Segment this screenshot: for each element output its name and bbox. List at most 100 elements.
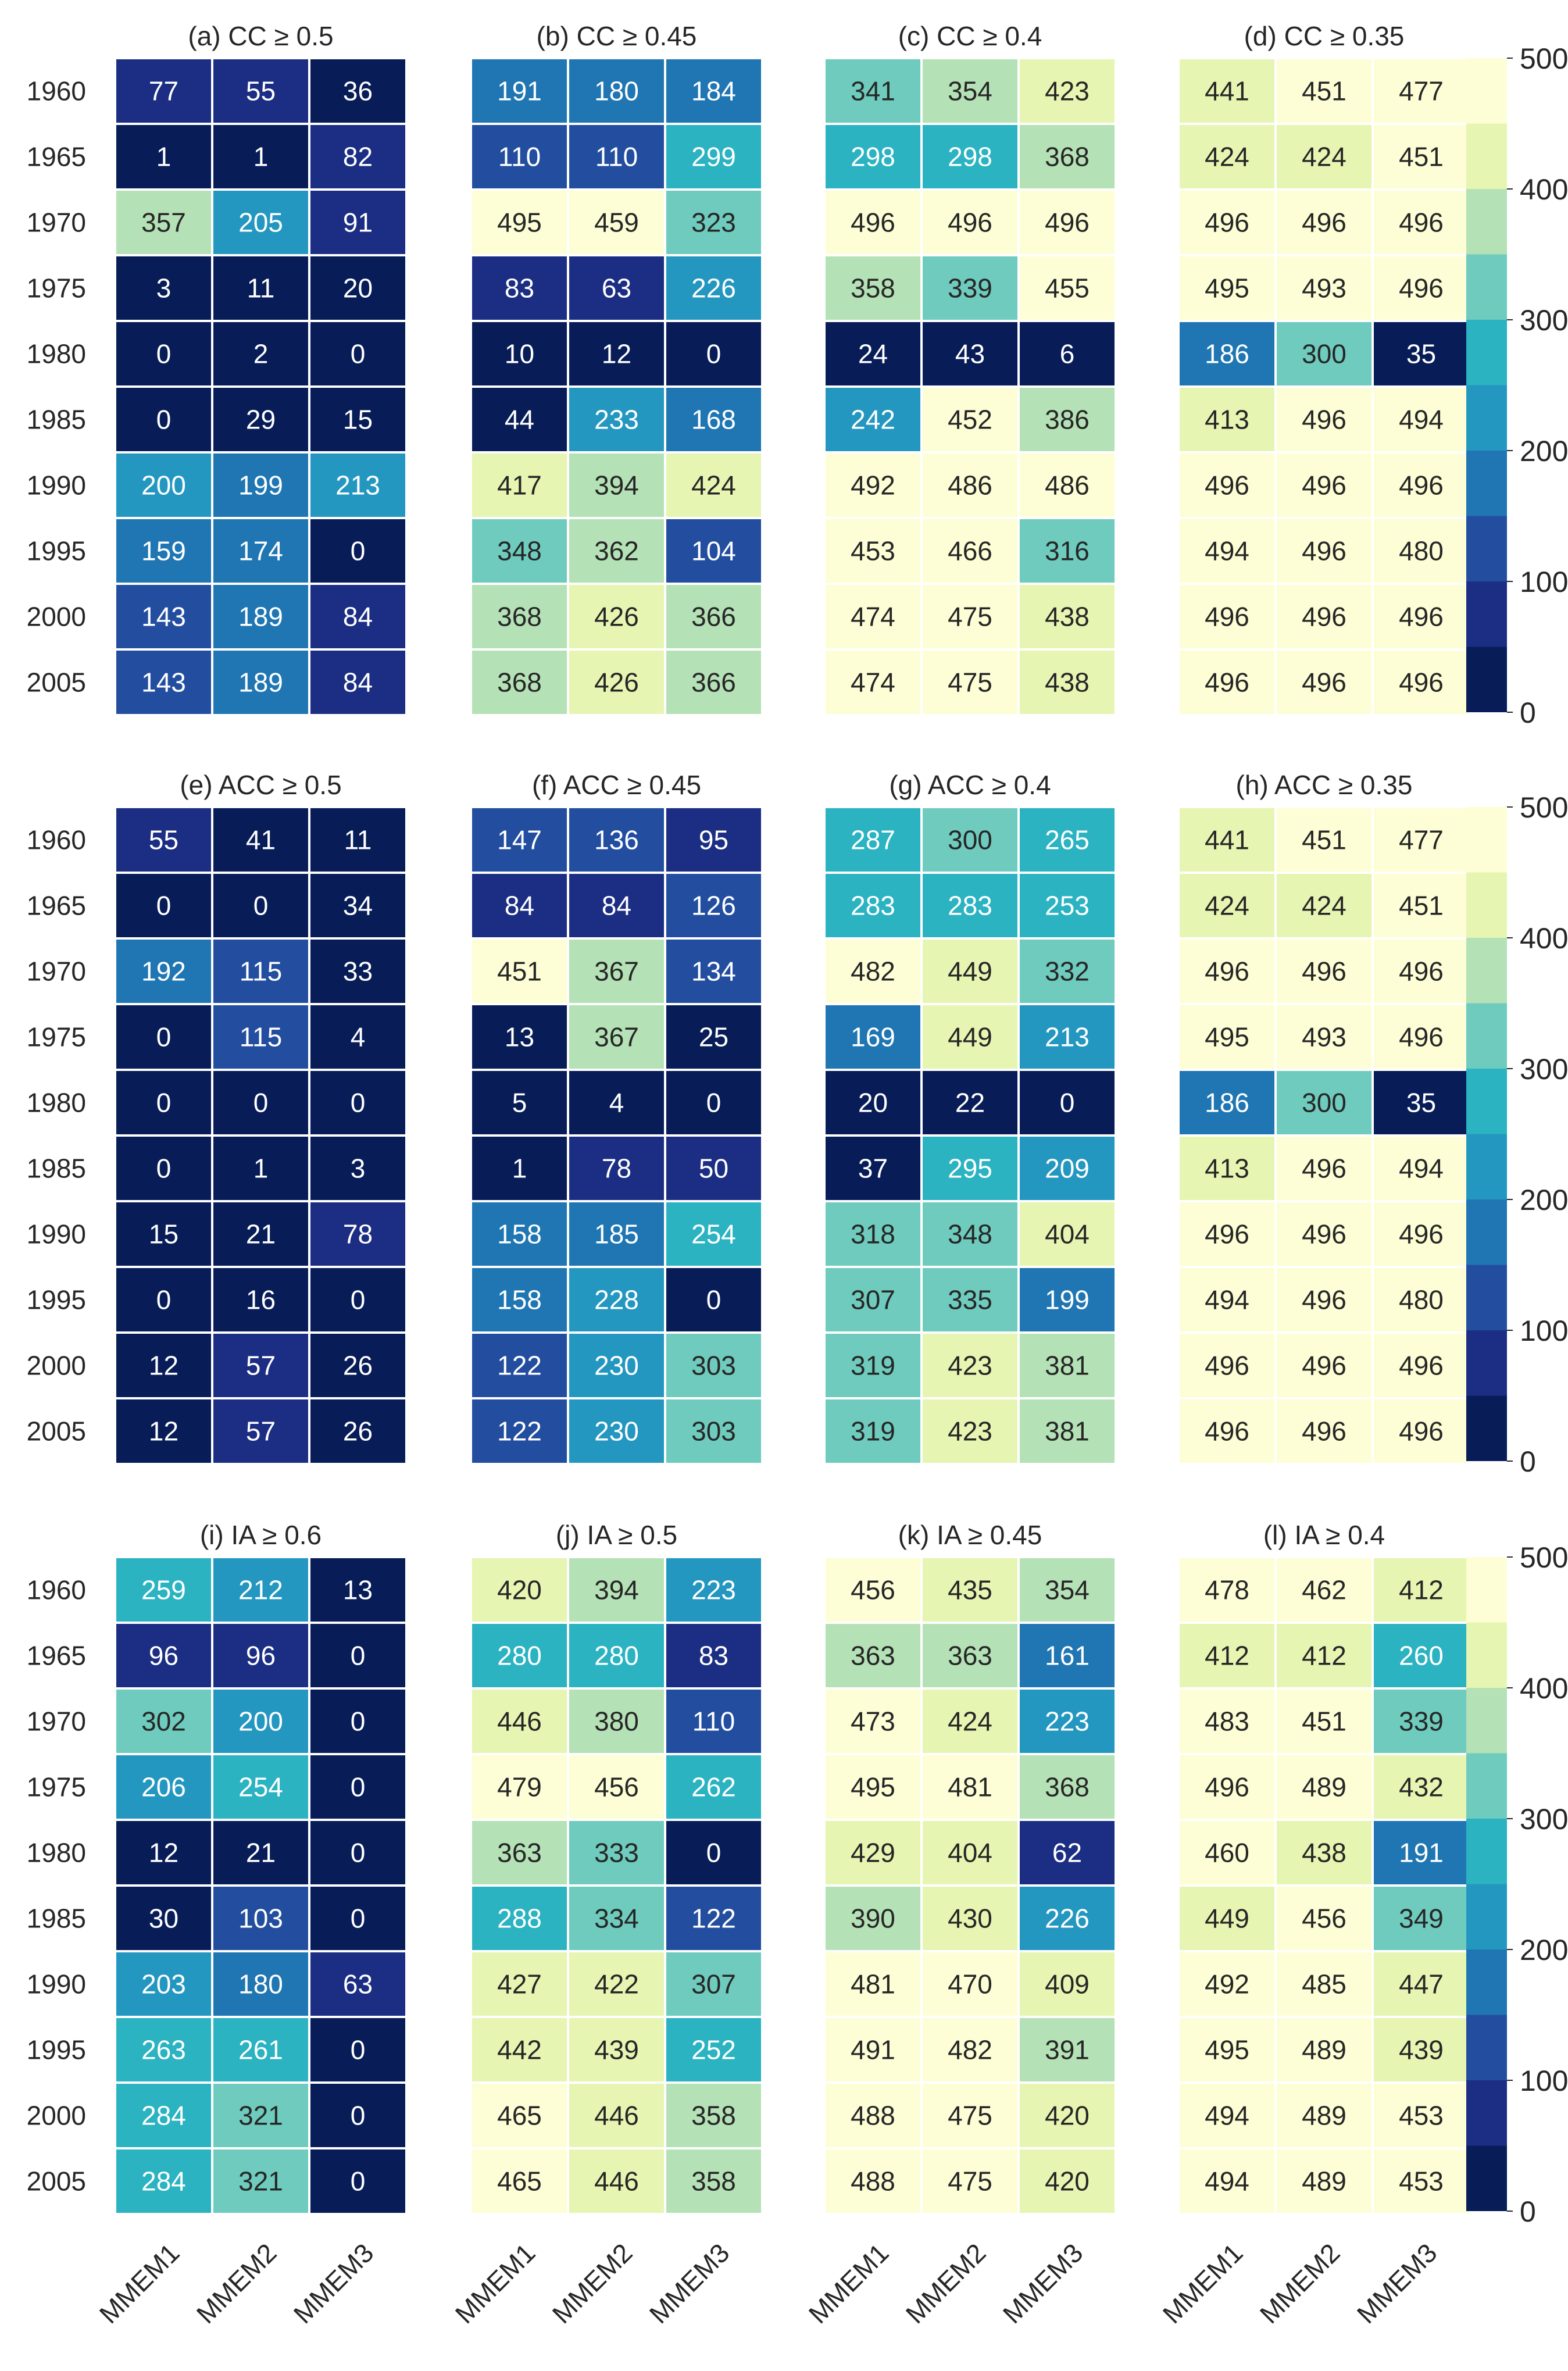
cell-value-label: 0 [351, 2101, 366, 2131]
cell-value-label: 12 [602, 339, 631, 369]
cell-value-label: 161 [1045, 1641, 1090, 1671]
heatmap-cell [664, 320, 763, 388]
cell-value-label: 288 [497, 1904, 542, 1934]
cell-value-label: 186 [1205, 1088, 1249, 1118]
cell-value-label: 489 [1302, 2166, 1346, 2197]
cell-value-label: 496 [1399, 470, 1444, 501]
heatmap-cell [920, 1622, 1020, 1690]
cell-value-label: 0 [156, 1285, 172, 1315]
cell-value-label: 358 [851, 273, 895, 303]
heatmap-cell [308, 2147, 408, 2215]
cell-value-label: 348 [948, 1219, 992, 1249]
cell-value-label: 424 [1302, 891, 1346, 921]
heatmap-cell [1177, 1266, 1277, 1334]
cell-value-label: 200 [141, 470, 186, 501]
heatmap-cell [1371, 1331, 1471, 1399]
cell-value-label: 474 [851, 602, 895, 632]
heatmap-cell [567, 1819, 666, 1887]
cell-value-label: 447 [1399, 1969, 1444, 1999]
cell-value-label: 280 [497, 1641, 542, 1671]
cell-value-label: 262 [691, 1772, 736, 1802]
heatmap-cell [567, 1622, 666, 1690]
cell-value-label: 223 [1045, 1706, 1090, 1737]
colorbar-tick-label: 100 [1520, 2065, 1568, 2097]
cell-value-label: 453 [1399, 2101, 1444, 2131]
cell-value-label: 432 [1399, 1772, 1444, 1802]
cell-value-label: 259 [141, 1575, 186, 1605]
cell-value-label: 37 [858, 1154, 888, 1184]
cell-value-label: 489 [1302, 1772, 1346, 1802]
cell-value-label: 492 [851, 470, 895, 501]
heatmap-cell [114, 1884, 213, 1952]
cell-value-label: 78 [343, 1219, 373, 1249]
colorbar-tick-label: 0 [1520, 697, 1536, 729]
cell-value-label: 354 [948, 76, 992, 106]
row-label-year: 1970 [27, 1706, 86, 1737]
column-label-model: MMEM3 [288, 2237, 380, 2329]
heatmap-cell [1274, 1200, 1374, 1268]
heatmap-cell [114, 1266, 213, 1334]
row-label-year: 2000 [27, 2101, 86, 2131]
heatmap-cell [664, 517, 763, 585]
heatmap-cell [920, 320, 1020, 388]
cell-value-label: 95 [699, 825, 728, 855]
cell-value-label: 0 [156, 405, 172, 435]
cell-value-label: 496 [1399, 1351, 1444, 1381]
cell-value-label: 391 [1045, 2035, 1090, 2065]
cell-value-label: 494 [1399, 405, 1444, 435]
cell-value-label: 460 [1205, 1838, 1249, 1868]
colorbar-tick-label: 500 [1520, 791, 1568, 824]
panel-title: (e) ACC ≥ 0.5 [180, 770, 341, 800]
cell-value-label: 451 [497, 956, 542, 987]
row-label-year: 1980 [27, 1838, 86, 1868]
heatmap-cell [823, 517, 923, 585]
cell-value-label: 1 [253, 142, 269, 172]
cell-value-label: 284 [141, 2101, 186, 2131]
cell-value-label: 15 [343, 405, 373, 435]
cell-value-label: 143 [141, 667, 186, 698]
heatmap-cell [308, 123, 408, 191]
heatmap-cell [1177, 583, 1277, 651]
cell-value-label: 404 [948, 1838, 992, 1868]
cell-value-label: 495 [497, 208, 542, 238]
cell-value-label: 158 [497, 1285, 542, 1315]
cell-value-label: 83 [505, 273, 534, 303]
colorbar-segment [1466, 2145, 1507, 2211]
colorbar-segment [1466, 1003, 1507, 1069]
cell-value-label: 0 [706, 1285, 722, 1315]
cell-value-label: 110 [595, 142, 638, 172]
cell-value-label: 488 [851, 2166, 895, 2197]
heatmap-cell [1017, 2147, 1117, 2215]
heatmap-cell [664, 1069, 763, 1137]
cell-value-label: 192 [141, 956, 186, 987]
cell-value-label: 233 [594, 405, 639, 435]
heatmap-cell [211, 57, 310, 125]
cell-value-label: 29 [246, 405, 276, 435]
cell-value-label: 496 [1302, 602, 1346, 632]
cell-value-label: 492 [1205, 1969, 1249, 1999]
cell-value-label: 354 [1045, 1575, 1090, 1605]
cell-value-label: 368 [497, 602, 542, 632]
cell-value-label: 91 [343, 208, 373, 238]
colorbar-segment [1466, 1330, 1507, 1396]
heatmap-cell [664, 1884, 763, 1952]
cell-value-label: 446 [497, 1706, 542, 1737]
panel-title: (f) ACC ≥ 0.45 [532, 770, 701, 800]
colorbar-segment [1466, 254, 1507, 320]
cell-value-label: 57 [246, 1416, 276, 1447]
cell-value-label: 307 [851, 1285, 895, 1315]
cell-value-label: 451 [1302, 1706, 1346, 1737]
heatmap-cell [1371, 1397, 1471, 1465]
heatmap-cell [211, 188, 310, 256]
colorbar-segment [1466, 451, 1507, 516]
cell-value-label: 55 [246, 76, 276, 106]
row-label-year: 1990 [27, 1219, 86, 1249]
cell-value-label: 473 [851, 1706, 895, 1737]
cell-value-label: 394 [594, 1575, 639, 1605]
cell-value-label: 26 [343, 1416, 373, 1447]
heatmap-cell [211, 806, 310, 874]
cell-value-label: 349 [1399, 1904, 1444, 1934]
heatmap-cell [1274, 123, 1374, 191]
cell-value-label: 0 [253, 891, 269, 921]
